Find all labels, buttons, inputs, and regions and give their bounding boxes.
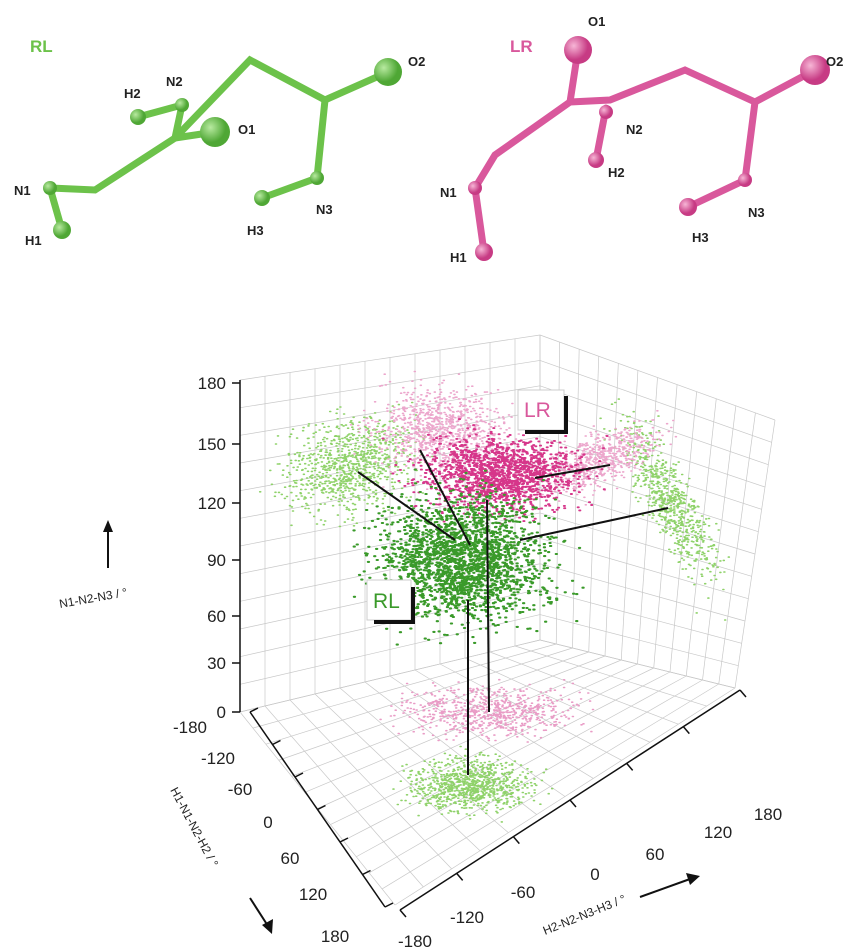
tick-label: 30 [207,654,226,673]
grid-line [514,645,707,707]
atom-label: O2 [408,54,425,69]
tick-label: -120 [450,908,484,927]
tick [362,869,371,876]
atom-label: O1 [588,14,605,29]
molecule-label: RL [30,37,53,56]
grid-line [394,687,736,906]
arrow [262,919,273,934]
projection-line [519,507,669,541]
atom-label: O2 [826,54,843,69]
point-cloud [258,401,434,528]
grid-line [239,385,541,436]
grid-line [539,385,769,465]
tick-label: 0 [590,865,599,884]
atom-label: N3 [748,205,765,220]
tick-label: 120 [704,823,732,842]
axis-label: N1-N2-N3 / ° [58,585,128,611]
tick-label: -180 [173,718,207,737]
atom-label: H3 [247,223,264,238]
tick [569,799,577,808]
point-cloud [349,370,524,490]
tick-label: -60 [228,780,253,799]
atom-label: O1 [238,122,255,137]
tick-label: 120 [198,494,226,513]
atom-label: H2 [608,165,625,180]
cluster-label-text: RL [373,590,400,613]
tick-label: 0 [217,703,226,722]
tick-label: 150 [198,435,226,454]
tick [399,909,407,918]
tick-label: 60 [646,845,665,864]
tick-label: 90 [207,551,226,570]
grid-line [368,679,703,874]
atom-label: N1 [14,183,31,198]
arrow [103,520,113,532]
grid-line [653,384,678,669]
cluster-label: LR [517,389,568,434]
atom-label: H1 [25,233,42,248]
point-cloud [379,678,595,743]
projection-line [534,464,611,479]
tick [249,707,259,713]
arrow [686,873,700,885]
projection-line [486,499,490,713]
rl-molecule: RL N1 H1 N2 H2 O1 O2 N3 H3 [14,37,425,248]
grid-line [239,360,541,409]
atom-label: H3 [692,230,709,245]
point-clouds [258,370,731,823]
tick [317,804,326,811]
grid-line [539,487,756,555]
grid-line [718,412,756,685]
cluster-label-text: LR [524,399,551,422]
tick-label: -60 [511,883,536,902]
axis-label: H1-N1-N2-H2 / ° [167,785,221,870]
molecule-label: LR [510,37,533,56]
projection-line [419,449,471,546]
tick [739,689,747,698]
tick-label: 180 [321,927,349,946]
grid-line [734,419,776,689]
axis-label: H2-N2-N3-H3 / ° [541,892,628,938]
atom-label: N2 [166,74,183,89]
tick [682,726,690,735]
atom-label: H1 [450,250,467,265]
grid-line [539,334,776,421]
tick [294,772,304,778]
arrow [639,878,691,898]
tick [512,836,520,845]
point-cloud [392,745,554,823]
plot-box [239,334,776,906]
atom-label: H2 [124,86,141,101]
atom-label: N2 [626,122,643,137]
point-cloud [599,398,731,621]
grid-line [539,639,736,689]
tick-label: 120 [299,885,327,904]
tick [626,762,634,771]
tick-label: -120 [201,749,235,768]
grid-line [539,360,772,443]
cluster-label: RL [366,579,415,624]
tick-label: -180 [398,932,432,951]
grid-line [381,683,719,890]
tick-label: 0 [263,813,272,832]
projection-line [357,471,456,541]
tick [456,872,464,881]
tick-label: 180 [198,374,226,393]
axes: 180 150 120 90 60 30 0 -180 -120 -60 0 60 120 180 -180… [173,374,782,951]
tick [339,837,349,843]
tick-label: 180 [754,805,782,824]
tick [384,902,394,908]
tick-label: 60 [281,849,300,868]
tick-label: 60 [207,607,226,626]
grid-line [489,651,679,725]
atom-label: N3 [316,202,333,217]
lr-molecule: LR O1 O2 N2 H2 N1 H1 N3 H3 [440,14,843,265]
atom-label: N1 [440,185,457,200]
tick [272,739,281,746]
grid-line [702,405,737,681]
grid-line [239,334,541,381]
arrow [249,897,269,927]
